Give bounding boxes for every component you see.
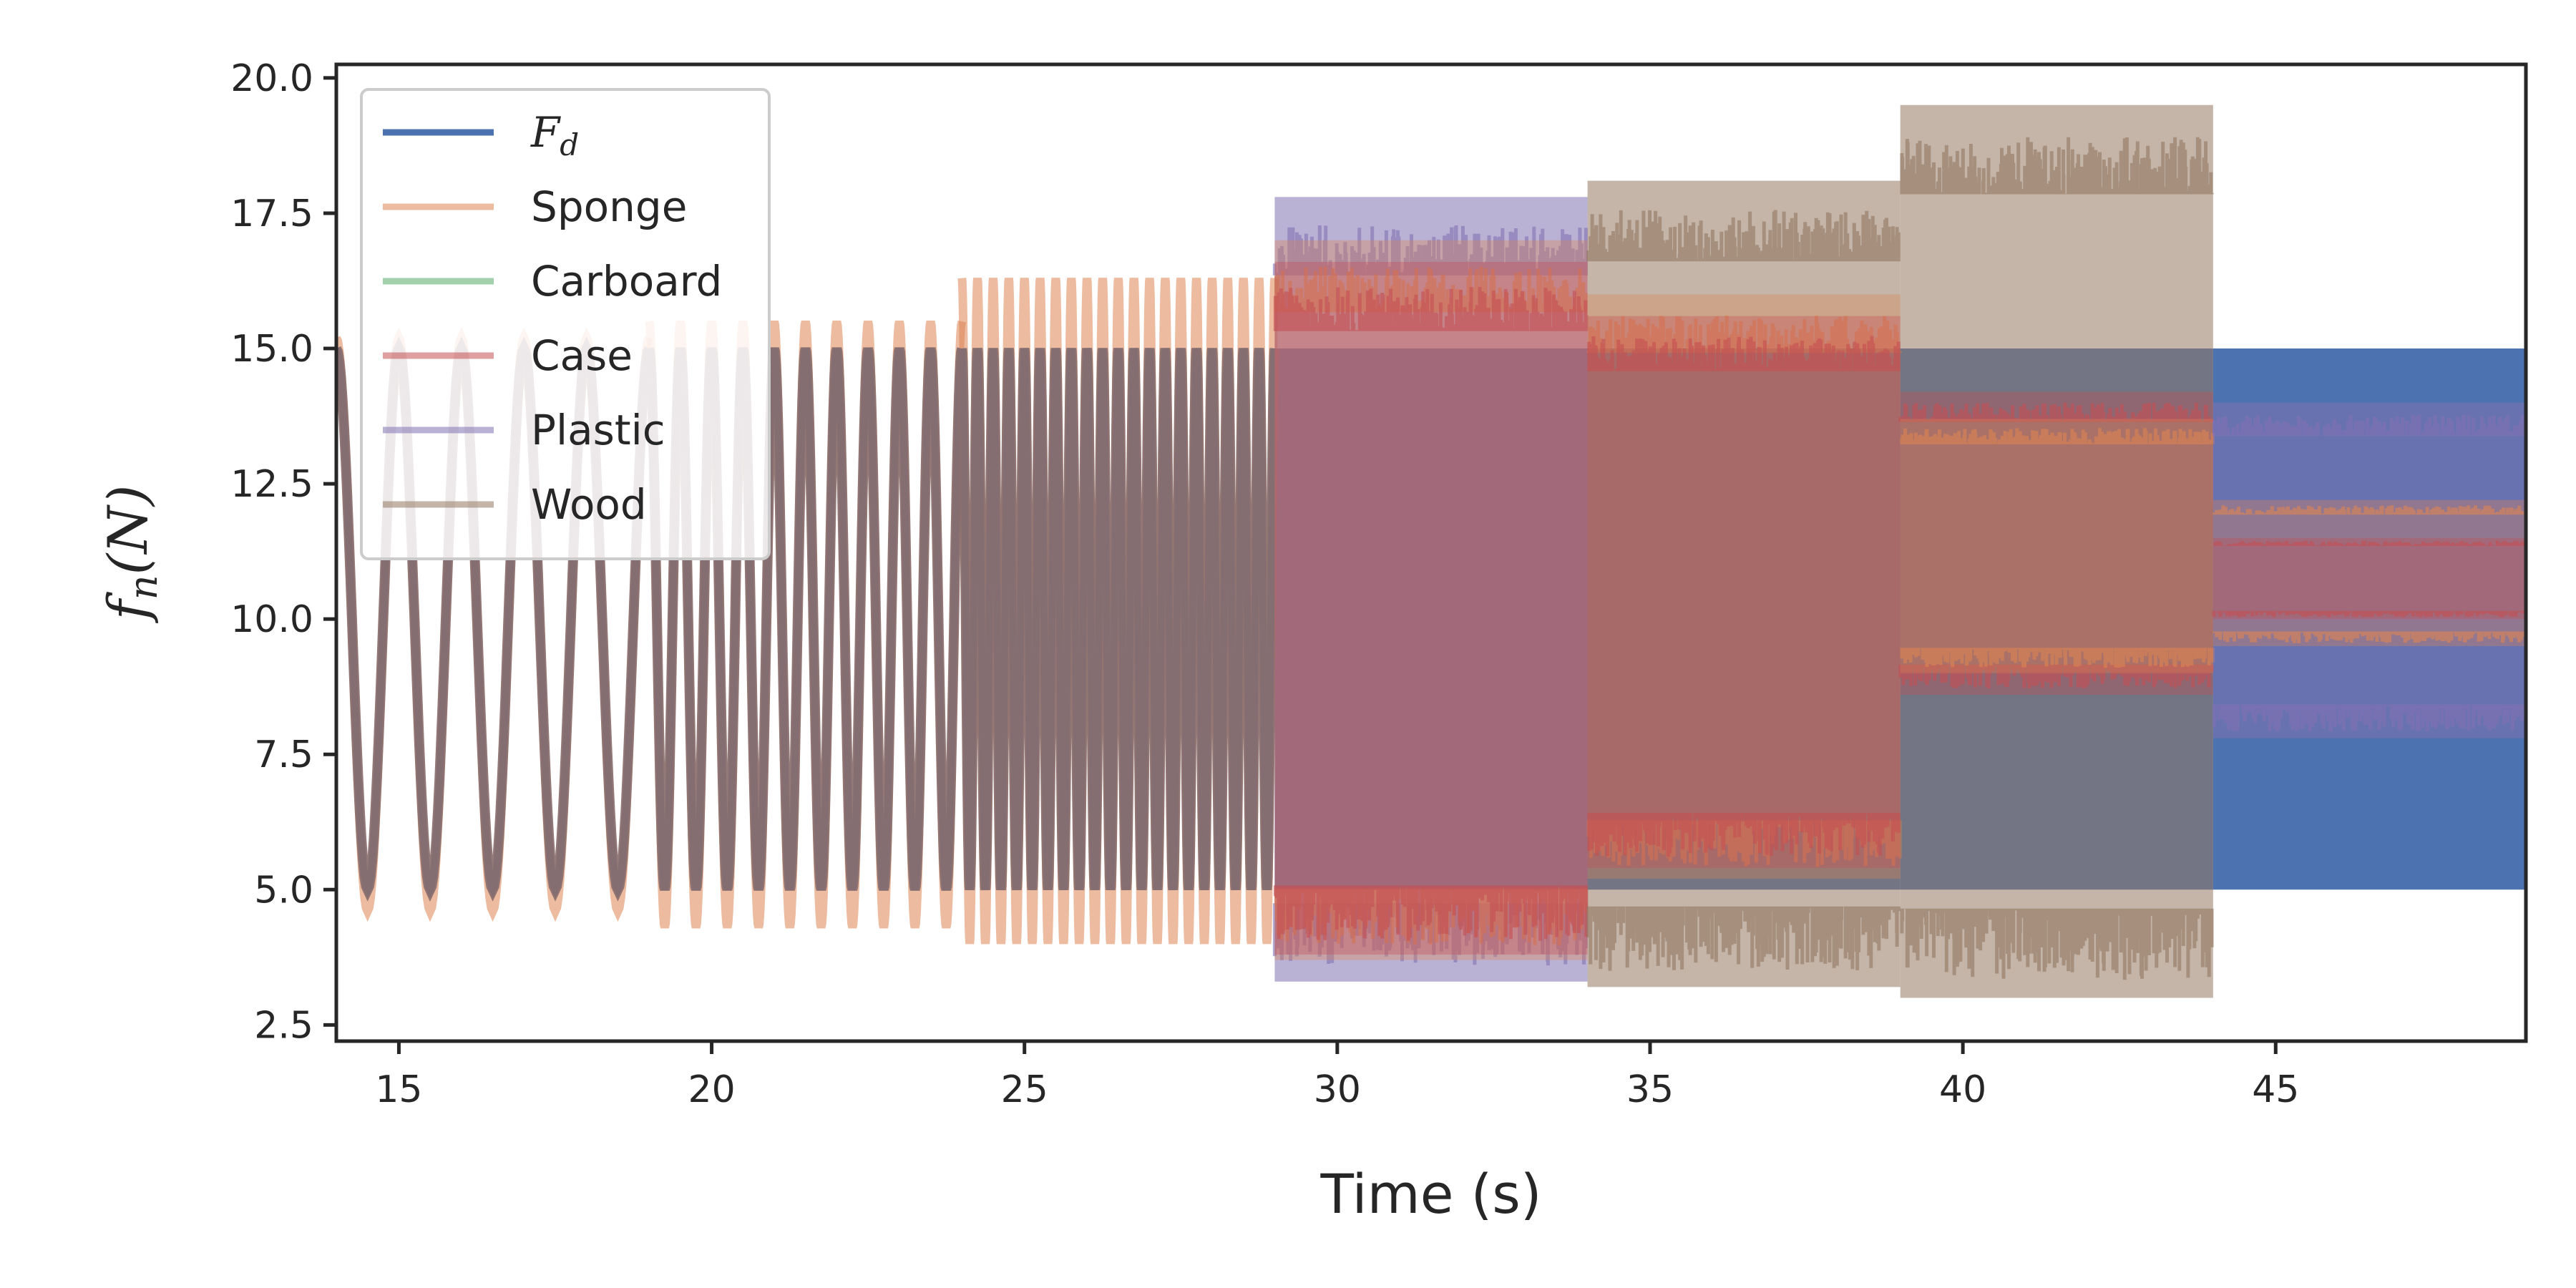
legend-label-5: Wood bbox=[531, 480, 647, 529]
spikes-wood-1 bbox=[1586, 210, 1901, 971]
x-axis: 15 20 25 30 35 40 45 bbox=[375, 1041, 2299, 1111]
y-tick-label-15: 15.0 bbox=[230, 328, 313, 371]
x-tick-label-40: 40 bbox=[1939, 1068, 1986, 1111]
band-sponge-2 bbox=[1900, 419, 2213, 673]
y-axis-title-rest: (N) bbox=[96, 485, 160, 575]
band-sponge-3 bbox=[2212, 499, 2526, 646]
spikes-case-2 bbox=[1898, 402, 2214, 689]
band-case-1 bbox=[1587, 316, 1901, 869]
spikes-wood-2 bbox=[1900, 137, 2214, 980]
x-tick-label-45: 45 bbox=[2252, 1068, 2299, 1111]
plot-area bbox=[336, 104, 2526, 998]
y-tick-label-5: 5.0 bbox=[254, 869, 313, 912]
band-sponge-1 bbox=[1587, 294, 1901, 879]
x-tick-label-35: 35 bbox=[1626, 1068, 1674, 1111]
measured-trace-1 bbox=[644, 347, 967, 891]
y-axis: 2.5 5.0 7.5 10.0 12.5 15.0 17.5 20.0 bbox=[230, 57, 336, 1047]
spikes-case-3 bbox=[2212, 540, 2526, 618]
y-tick-label-2.5: 2.5 bbox=[254, 1004, 313, 1047]
spikes-case-0 bbox=[1273, 286, 1589, 941]
band-case-0 bbox=[1274, 262, 1588, 955]
y-tick-label-20: 20.0 bbox=[230, 57, 313, 100]
spikes-case-1 bbox=[1587, 336, 1901, 857]
x-tick-label-20: 20 bbox=[688, 1068, 735, 1111]
x-tick-label-25: 25 bbox=[1001, 1068, 1048, 1111]
plot-frame bbox=[334, 62, 2528, 1043]
y-axis-title: fn(N) bbox=[96, 485, 166, 624]
legend-label-2: Carboard bbox=[531, 257, 722, 306]
band-case-3 bbox=[2212, 537, 2526, 620]
x-axis-title: Time (s) bbox=[1319, 1162, 1541, 1226]
legend-label-3: Case bbox=[531, 331, 633, 380]
y-tick-label-17.5: 17.5 bbox=[230, 192, 313, 235]
y-axis-title-sub: n bbox=[121, 575, 166, 600]
legend-label-1: Sponge bbox=[531, 182, 687, 231]
band-wood-2 bbox=[1900, 104, 2213, 998]
spikes-sponge-2 bbox=[1900, 428, 2215, 668]
band-sponge-0 bbox=[1274, 240, 1588, 960]
legend-label-sub-0: d bbox=[560, 127, 579, 162]
legend-label-4: Plastic bbox=[531, 406, 665, 454]
x-tick-label-15: 15 bbox=[375, 1068, 422, 1111]
x-tick-label-30: 30 bbox=[1314, 1068, 1361, 1111]
y-tick-label-7.5: 7.5 bbox=[254, 733, 313, 776]
measured-trace-2 bbox=[957, 348, 1280, 891]
y-tick-label-10: 10.0 bbox=[230, 598, 313, 641]
band-plastic-3 bbox=[2212, 402, 2526, 738]
spikes-plastic-3 bbox=[2212, 414, 2526, 732]
spikes-sponge-3 bbox=[2212, 505, 2526, 643]
y-tick-label-12.5: 12.5 bbox=[230, 463, 313, 506]
